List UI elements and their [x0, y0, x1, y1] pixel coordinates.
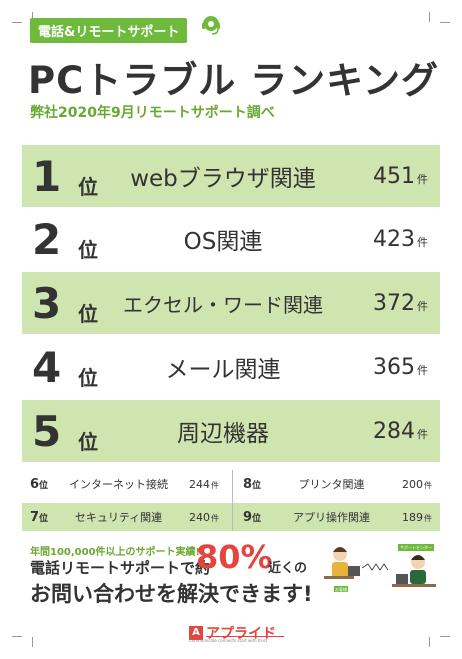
promo-headline: お問い合わせを解決できます!	[30, 582, 313, 606]
crop-mark	[22, 637, 33, 647]
headset-icon	[202, 16, 220, 35]
promo-record: 年間100,000件以上のサポート実績!	[30, 547, 201, 558]
crop-mark	[440, 22, 450, 23]
rank-count: 284 件	[373, 418, 428, 444]
rank-category: OS関連	[183, 229, 263, 255]
company-logo: A アプライド Communicate connects start with …	[189, 623, 284, 643]
page-title: PCトラブル ランキング	[28, 59, 440, 102]
rank-row-4: 4 位 メール関連 365 件	[22, 336, 440, 398]
logo-name: アプライド	[206, 626, 276, 642]
rank-count: 423 件	[373, 226, 428, 252]
logo-mark: A	[189, 626, 203, 640]
rank-category: アプリ操作関連	[293, 511, 370, 524]
crop-mark	[440, 636, 450, 637]
promo-percent: 80%	[196, 538, 273, 576]
rank-count: 244件	[189, 477, 219, 491]
support-label: サポートセンター	[400, 544, 432, 550]
rank-count: 189件	[402, 510, 432, 524]
rank-number: 5	[32, 406, 62, 456]
crop-mark	[429, 12, 440, 22]
rank-suffix: 位	[78, 365, 98, 390]
page-subtitle: 弊社2020年9月リモートサポート調べ	[30, 105, 275, 121]
crop-mark	[429, 637, 440, 647]
rank-category: セキュリティ関連	[74, 511, 163, 524]
rank-suffix: 位	[78, 174, 98, 199]
divider	[232, 470, 233, 531]
rank-number: 6位	[30, 476, 49, 492]
rank-number: 3	[32, 278, 62, 328]
crop-mark	[12, 22, 22, 23]
service-badge: 電話&リモートサポート	[30, 18, 188, 43]
rank-category: 周辺機器	[177, 421, 269, 447]
crop-mark	[22, 12, 33, 22]
rank-number: 7位	[30, 509, 49, 525]
rank-row-8: 8位 プリンタ関連 200件	[235, 470, 440, 498]
rank-number: 1	[32, 151, 62, 201]
rank-number: 9位	[243, 509, 262, 525]
rank-row-1: 1 位 webブラウザ関連 451 件	[22, 145, 440, 207]
rank-row-3: 3 位 エクセル・ワード関連 372 件	[22, 272, 440, 334]
logo-tagline: Communicate connects start with trust	[189, 638, 268, 643]
support-illustration: お客様 サポートセンター	[324, 544, 436, 592]
rank-count: 372 件	[373, 290, 428, 316]
rank-row-5: 5 位 周辺機器 284 件	[22, 400, 440, 462]
rank-row-7: 7位 セキュリティ関連 240件	[22, 503, 227, 531]
rank-category: インターネット接続	[69, 478, 168, 491]
rank-count: 240件	[189, 510, 219, 524]
rank-suffix: 位	[78, 301, 98, 326]
logo-underline	[206, 636, 284, 637]
rank-suffix: 位	[78, 237, 98, 262]
crop-mark	[12, 636, 22, 637]
rank-category: エクセル・ワード関連	[123, 292, 323, 317]
promo-lead: 電話リモートサポートで約	[30, 559, 211, 577]
rank-number: 8位	[243, 476, 262, 492]
customer-label: お客様	[335, 586, 347, 592]
rank-number: 4	[32, 342, 62, 392]
rank-row-6: 6位 インターネット接続 244件	[22, 470, 227, 498]
rank-category: メール関連	[165, 357, 281, 383]
rank-count: 451 件	[373, 163, 428, 189]
rank-category: プリンタ関連	[298, 478, 365, 491]
rank-suffix: 位	[78, 429, 98, 454]
promo-near: 近くの	[268, 561, 308, 576]
rank-count: 200件	[402, 477, 432, 491]
rank-row-2: 2 位 OS関連 423 件	[22, 208, 440, 270]
rank-category: webブラウザ関連	[130, 166, 316, 192]
rank-count: 365 件	[373, 354, 428, 380]
rank-row-9: 9位 アプリ操作関連 189件	[235, 503, 440, 531]
rank-number: 2	[32, 214, 62, 264]
small-rank-band	[22, 503, 440, 531]
